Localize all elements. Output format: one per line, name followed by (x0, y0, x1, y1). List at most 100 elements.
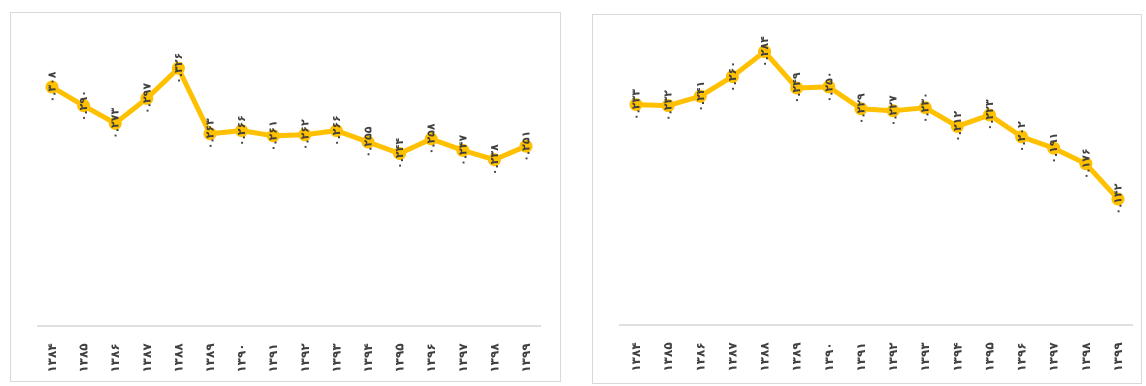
data-label: ۰.۲۲۹ (854, 93, 867, 124)
x-tick-label: ۱۳۹۸ (1079, 342, 1093, 372)
x-tick-label: ۱۳۹۲ (298, 343, 312, 373)
data-label: ۰.۲۳۳ (630, 89, 643, 120)
data-label: ۰.۲۳۸ (488, 144, 501, 175)
line-chart-left: ۰.۳۰۸ ۱۳۸۴ ۰.۲۹۰ ۱۳۸۵ ۰.۲۷۳ ۱۳۸۶ ۰.۲۹۷ ۱۳۸۷ ۰.۳۲… (37, 53, 541, 373)
data-label: ۰.۲۴۱ (694, 81, 707, 112)
data-point (361, 135, 375, 149)
data-label: ۰.۲۷۳ (109, 108, 122, 139)
data-point (77, 99, 91, 113)
x-tick-label: ۱۳۹۶ (424, 343, 438, 372)
data-label: ۰.۲۵۱ (520, 131, 533, 162)
data-point (790, 81, 804, 95)
data-label: ۰.۳۲۶ (172, 53, 185, 84)
data-point (982, 108, 996, 122)
x-tick-label: ۱۳۹۷ (1047, 342, 1061, 372)
data-point (424, 132, 438, 146)
data-point (854, 102, 868, 116)
data-point (266, 129, 280, 143)
data-point (235, 124, 249, 138)
data-point (203, 127, 217, 141)
x-tick-label: ۱۳۸۷ (725, 342, 739, 372)
data-point (1015, 130, 1029, 144)
data-label: ۰.۲۸۴ (758, 36, 771, 67)
data-point (886, 104, 900, 118)
data-label: ۰.۳۰۸ (46, 71, 59, 102)
data-label: ۰.۲۶۶ (235, 115, 248, 146)
data-label: ۰.۱۴۲ (1112, 183, 1125, 214)
data-label: ۰.۲۹۰ (77, 90, 90, 121)
x-tick-label: ۱۳۹۳ (329, 343, 343, 373)
data-point (1079, 157, 1093, 171)
x-tick-label: ۱۳۸۹ (203, 343, 217, 373)
data-label: ۰.۲۴۹ (790, 72, 803, 103)
x-tick-label: ۱۳۹۵ (393, 343, 407, 372)
data-point (171, 61, 185, 75)
data-point (1111, 192, 1125, 206)
x-tick-label: ۱۳۸۹ (790, 342, 804, 372)
data-label: ۰.۲۱۲ (951, 111, 964, 142)
x-tick-label: ۱۳۹۲ (886, 342, 900, 372)
data-point (108, 116, 122, 130)
data-label: ۰.۲۳۰ (919, 92, 932, 123)
data-label: ۰.۱۷۶ (1079, 148, 1092, 179)
x-tick-label: ۱۳۹۶ (1015, 342, 1029, 371)
data-label: ۰.۲۳۲ (662, 90, 675, 121)
data-point (329, 124, 343, 138)
data-label: ۰.۲۵۸ (425, 123, 438, 154)
data-label: ۰.۲۶۱ (267, 120, 280, 151)
x-tick-label: ۱۳۹۱ (266, 343, 280, 372)
data-point (725, 70, 739, 84)
x-tick-label: ۱۳۹۰ (822, 342, 836, 371)
data-point (1047, 141, 1061, 155)
x-tick-label: ۱۳۸۸ (171, 343, 185, 373)
data-point (487, 153, 501, 167)
data-point (918, 101, 932, 115)
data-point (950, 119, 964, 133)
x-tick-label: ۱۳۸۶ (693, 342, 707, 371)
data-point (629, 98, 643, 112)
x-tick-label: ۱۳۸۴ (629, 342, 643, 371)
data-label: ۰.۲۵۰ (822, 71, 835, 102)
x-tick-label: ۱۳۹۴ (950, 342, 964, 371)
data-label: ۰.۲۶۶ (330, 115, 343, 146)
data-point (393, 146, 407, 160)
data-point (519, 139, 533, 153)
x-tick-label: ۱۳۸۵ (77, 343, 91, 372)
data-label: ۰.۲۶۰ (726, 61, 739, 92)
data-label: ۰.۲۶۳ (204, 118, 217, 149)
x-tick-label: ۱۳۹۹ (1111, 342, 1125, 372)
chart-panel-left: ۰.۳۰۸ ۱۳۸۴ ۰.۲۹۰ ۱۳۸۵ ۰.۲۷۳ ۱۳۸۶ ۰.۲۹۷ ۱۳۸۷ ۰.۳۲… (10, 12, 561, 382)
x-tick-label: ۱۳۹۳ (918, 342, 932, 372)
x-tick-label: ۱۳۸۵ (661, 342, 675, 371)
x-tick-label: ۱۳۹۹ (519, 343, 533, 373)
line-chart-right: ۰.۲۳۳ ۱۳۸۴ ۰.۲۳۲ ۱۳۸۵ ۰.۲۴۱ ۱۳۸۶ ۰.۲۶۰ ۱۳۸۷ ۰.۲۸… (619, 36, 1133, 372)
data-point (45, 80, 59, 94)
x-tick-label: ۱۳۹۴ (361, 343, 375, 372)
data-point (693, 89, 707, 103)
chart-panel-right: ۰.۲۳۳ ۱۳۸۴ ۰.۲۳۲ ۱۳۸۵ ۰.۲۴۱ ۱۳۸۶ ۰.۲۶۰ ۱۳۸۷ ۰.۲۸… (592, 14, 1142, 384)
x-tick-label: ۱۳۹۷ (456, 343, 470, 373)
data-label: ۰.۲۶۲ (298, 119, 311, 150)
data-point (661, 99, 675, 113)
x-tick-label: ۱۳۹۰ (235, 343, 249, 372)
x-tick-label: ۱۳۹۱ (854, 342, 868, 371)
data-point (456, 143, 470, 157)
x-tick-label: ۱۳۸۴ (45, 343, 59, 372)
data-label: ۰.۲۹۷ (140, 83, 153, 114)
data-point (140, 91, 154, 105)
data-point (298, 128, 312, 142)
data-label: ۰.۱۹۱ (1047, 133, 1060, 164)
data-label: ۰.۲۲۳ (983, 99, 996, 130)
data-label: ۰.۲۲۷ (887, 95, 900, 126)
data-label: ۰.۲۰۲ (1015, 121, 1028, 152)
series-line-right (633, 49, 1121, 202)
x-tick-label: ۱۳۹۸ (487, 343, 501, 373)
data-point (758, 45, 772, 59)
data-label: ۰.۲۴۴ (393, 138, 406, 169)
data-label: ۰.۲۴۷ (456, 135, 469, 166)
x-tick-label: ۱۳۸۶ (108, 343, 122, 372)
x-tick-label: ۱۳۸۷ (140, 343, 154, 373)
data-label: ۰.۲۵۵ (362, 126, 375, 157)
x-tick-label: ۱۳۹۵ (982, 342, 996, 371)
x-tick-label: ۱۳۸۸ (758, 342, 772, 372)
